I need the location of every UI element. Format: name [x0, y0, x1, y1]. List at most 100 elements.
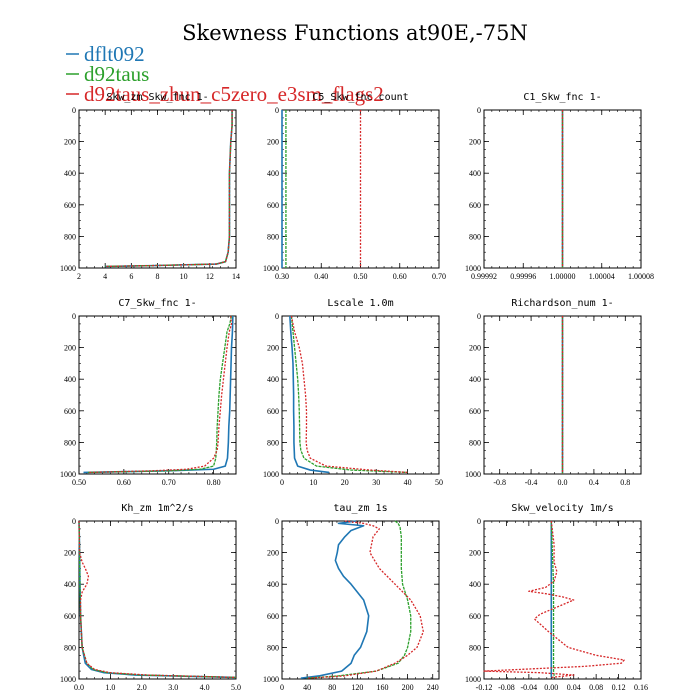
panel-6-title: Kh_zm 1m^2/s	[121, 503, 193, 514]
panel-4-series-1	[290, 315, 408, 474]
panel-4-ytick-label: 0	[275, 312, 279, 321]
panel-4-xtick-label: 10	[309, 478, 317, 487]
panel-5-ytick-label: 200	[469, 344, 481, 353]
panel-4: Lscale 1.0m 0 10 20 30 40 50 0 200 400 600 800 1000	[263, 298, 443, 487]
panel-5-ytick-label: 800	[469, 438, 481, 447]
panel-3-xtick-label: 0.70	[162, 478, 176, 487]
panel-0-ytick-label: 400	[64, 169, 76, 178]
panel-7-frame	[281, 520, 440, 680]
panel-3-series-1	[87, 315, 233, 474]
panel-7-xtick-label: 200	[402, 683, 414, 692]
panel-4-ytick-label: 200	[267, 344, 279, 353]
panel-3-series-0	[83, 315, 234, 474]
panel-1-xtick-label: 0.30	[275, 272, 289, 281]
panel-7-series-0	[300, 520, 370, 680]
panel-8-ytick-label: 1000	[465, 675, 481, 684]
panel-0-ytick-label: 800	[64, 232, 76, 241]
panel-6-ytick-label: 400	[64, 580, 76, 589]
panel-4-xtick-label: 30	[372, 478, 380, 487]
panel-6-series-1	[78, 520, 237, 679]
panel-7-xtick-label: 160	[376, 683, 388, 692]
panel-7-ytick-label: 1000	[263, 675, 279, 684]
panel-4-ytick-label: 1000	[263, 470, 279, 479]
panel-5: Richardson_num 1- -0.8 -0.4 0.0 0.4 0.8 0 200 40…	[465, 298, 642, 487]
panel-5-title: Richardson_num 1-	[511, 298, 613, 309]
panel-2-ytick-label: 1000	[465, 264, 481, 273]
panel-1-ytick-label: 400	[267, 169, 279, 178]
panel-8-xtick-label: 0.04	[567, 683, 581, 692]
panel-0-series-0	[105, 110, 233, 268]
panel-2-ytick-label: 400	[469, 169, 481, 178]
panel-7-ytick-label: 400	[267, 580, 279, 589]
panel-0-xtick-label: 2	[77, 272, 81, 281]
panel-6-xtick-label: 5.0	[231, 683, 241, 692]
panel-6-ytick-label: 1000	[60, 675, 76, 684]
panel-6-xtick-label: 1.0	[105, 683, 115, 692]
panel-8-xtick-label: -0.04	[521, 683, 538, 692]
panel-4-xtick-label: 0	[280, 478, 284, 487]
legend-label-1: d92taus	[84, 62, 149, 86]
panel-1: C5_Skw_fnc count 0.30 0.40 0.50 0.60 0.70 0 200…	[263, 92, 446, 281]
panel-3-title: C7_Skw_fnc 1-	[118, 298, 196, 309]
panel-4-xtick-label: 40	[404, 478, 412, 487]
panel-8-ytick-label: 800	[469, 643, 481, 652]
panel-7-ytick-label: 800	[267, 643, 279, 652]
panel-8-xtick-label: -0.08	[498, 683, 515, 692]
panel-8-frame	[483, 520, 642, 680]
panel-7-ytick-label: 200	[267, 549, 279, 558]
panel-1-ytick-label: 0	[275, 106, 279, 115]
panel-6-xtick-label: 3.0	[168, 683, 178, 692]
panel-5-ytick-label: 1000	[465, 470, 481, 479]
panel-2-xtick-label: 1.00000	[550, 272, 576, 281]
panel-8-xtick-label: 0.00	[544, 683, 558, 692]
panel-2-ytick-label: 800	[469, 232, 481, 241]
panel-7: tau_zm 1s 0 40 80 120 160 200 240 0 200 400 600 800 1…	[263, 503, 440, 692]
panel-7-xtick-label: 240	[427, 683, 439, 692]
panel-4-series-2	[290, 315, 408, 474]
panel-6-ytick-label: 800	[64, 643, 76, 652]
panel-6-xtick-label: 4.0	[200, 683, 210, 692]
panel-2-title: C1_Skw_fnc 1-	[523, 92, 601, 103]
panel-8: Skw_velocity 1m/s -0.12 -0.08 -0.04 0.00 0.04…	[465, 503, 648, 692]
panel-0-series-2	[105, 110, 233, 268]
panel-0-ytick-label: 1000	[60, 264, 76, 273]
panel-7-ytick-label: 0	[275, 517, 279, 526]
panel-7-series-2	[307, 520, 424, 679]
panel-6-ytick-label: 200	[64, 549, 76, 558]
panel-1-ytick-label: 800	[267, 232, 279, 241]
panel-4-frame	[281, 315, 440, 475]
panel-2-xtick-label: 0.99996	[510, 272, 536, 281]
panel-8-xtick-label: 0.16	[634, 683, 648, 692]
panel-6-xtick-label: 2.0	[137, 683, 147, 692]
panel-4-ytick-label: 800	[267, 438, 279, 447]
panel-7-xtick-label: 40	[303, 683, 311, 692]
panel-5-xtick-label: 0.4	[589, 478, 599, 487]
panel-1-xtick-label: 0.50	[354, 272, 368, 281]
panel-0-ytick-label: 0	[72, 106, 76, 115]
panel-0-xtick-label: 12	[206, 272, 214, 281]
panel-4-title: Lscale 1.0m	[327, 298, 393, 309]
panel-5-ytick-label: 0	[477, 312, 481, 321]
panel-3-ytick-label: 400	[64, 375, 76, 384]
panel-3-frame	[78, 315, 237, 475]
panel-1-xtick-label: 0.40	[314, 272, 328, 281]
panel-0-xtick-label: 14	[232, 272, 240, 281]
panel-5-xtick-label: 0.8	[620, 478, 630, 487]
panel-0-title: Skw_zm Skw_fnc 1-	[106, 92, 208, 103]
panel-8-xtick-label: -0.12	[476, 683, 493, 692]
panel-8-xtick-label: 0.12	[612, 683, 626, 692]
legend-label-2: d92taus_zhun_c5zero_e3sm_flags2	[84, 82, 384, 106]
panel-6-series-0	[78, 520, 237, 679]
panel-0-frame	[78, 109, 237, 269]
panel-2-ytick-label: 200	[469, 138, 481, 147]
panel-1-ytick-label: 1000	[263, 264, 279, 273]
panel-3-ytick-label: 1000	[60, 470, 76, 479]
panel-0-ytick-label: 600	[64, 201, 76, 210]
panel-1-xtick-label: 0.70	[432, 272, 446, 281]
panel-3-ytick-label: 0	[72, 312, 76, 321]
panel-3-xtick-label: 0.50	[72, 478, 86, 487]
legend: dflt092 d92taus d92taus_zhun_c5zero_e3sm…	[66, 42, 384, 106]
panel-2-ytick-label: 600	[469, 201, 481, 210]
panel-2: C1_Skw_fnc 1- 0.99992 0.99996 1.00000 1.0000…	[465, 92, 654, 281]
